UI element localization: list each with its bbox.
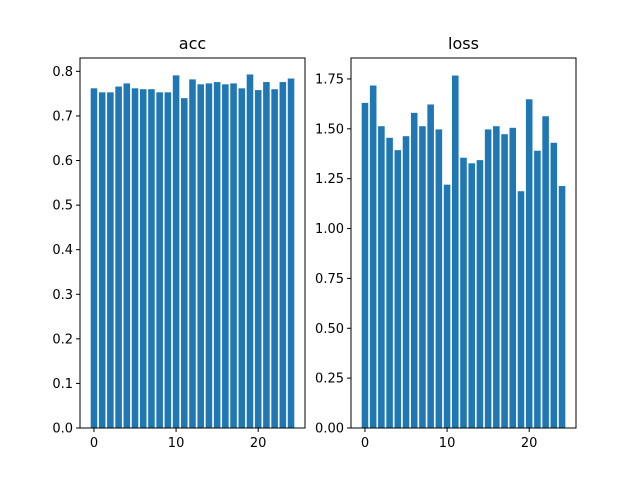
loss-x-tick-label-20: 20 [521, 436, 538, 451]
acc-bar-4 [123, 83, 131, 428]
loss-y-tick-label-2: 0.50 [315, 322, 344, 337]
acc-y-tick-label-2: 0.2 [52, 332, 73, 347]
loss-bar-6 [410, 112, 418, 429]
loss-y-tick-label-6: 1.50 [315, 122, 344, 137]
acc-bar-0 [90, 88, 98, 428]
acc-axes-frame [79, 57, 306, 429]
acc-bar-14 [205, 83, 213, 428]
acc-title: acc [179, 34, 206, 53]
acc-bar-11 [181, 98, 188, 428]
acc-y-tick-label-7: 0.7 [52, 109, 73, 124]
acc-x-tick-label-10: 10 [168, 436, 185, 451]
acc-bar-24 [287, 78, 295, 428]
acc-y-tick-label-4: 0.4 [52, 243, 73, 258]
acc-bar-9 [164, 92, 172, 428]
acc-bar-22 [271, 89, 278, 428]
loss-bar-5 [402, 136, 410, 429]
acc-y-tick-label-6: 0.6 [52, 154, 73, 169]
acc-bars [90, 74, 295, 429]
loss-bar-19 [517, 191, 525, 428]
acc-bar-21 [263, 82, 270, 428]
loss-bar-7 [419, 126, 426, 428]
loss-bar-22 [542, 116, 549, 428]
loss-bar-4 [394, 150, 402, 428]
loss-y-ticks: 0.00 0.25 0.50 0.75 1.00 1.25 1.50 1.75 [315, 72, 351, 437]
acc-y-tick-label-1: 0.1 [52, 377, 73, 392]
loss-bar-21 [534, 150, 541, 428]
acc-bar-3 [115, 86, 122, 428]
acc-x-tick-label-0: 0 [90, 436, 98, 451]
loss-bar-10 [443, 184, 451, 428]
loss-y-tick-label-1: 0.25 [315, 372, 344, 387]
loss-bar-20 [525, 99, 533, 429]
loss-y-tick-label-4: 1.00 [315, 222, 344, 237]
acc-y-tick-label-8: 0.8 [52, 65, 73, 80]
acc-y-tick-label-3: 0.3 [52, 288, 73, 303]
acc-x-tick-label-20: 20 [250, 436, 267, 451]
loss-bars [361, 75, 566, 429]
acc-bar-15 [213, 82, 221, 428]
loss-bar-8 [427, 104, 434, 428]
loss-bar-11 [452, 75, 459, 429]
loss-bar-17 [501, 134, 508, 428]
acc-bar-23 [279, 82, 287, 428]
acc-bar-16 [222, 84, 229, 428]
acc-bar-8 [156, 92, 163, 428]
loss-bar-14 [476, 160, 484, 428]
loss-bar-15 [484, 129, 492, 428]
loss-bar-12 [460, 157, 467, 428]
acc-bar-5 [131, 88, 139, 428]
loss-bar-0 [361, 102, 369, 428]
acc-bar-6 [139, 89, 147, 428]
loss-x-ticks: 0 10 20 [361, 428, 538, 451]
acc-bar-12 [189, 79, 196, 429]
loss-y-tick-label-7: 1.75 [315, 72, 344, 87]
loss-y-tick-label-5: 1.25 [315, 172, 344, 187]
acc-y-ticks: 0.0 0.1 0.2 0.3 0.4 0.5 0.6 0.7 0.8 [52, 65, 80, 437]
loss-bar-9 [435, 129, 443, 428]
loss-panel: loss 0 10 20 0.00 0.25 0.50 0.75 1.00 1.25 1.50 1… [315, 34, 577, 451]
loss-bar-1 [369, 85, 377, 428]
loss-y-tick-label-3: 0.75 [315, 272, 344, 287]
acc-panel: acc 0 10 20 0.0 0.1 0.2 0.3 0.4 0.5 0.6 0.7 0.8 [52, 34, 306, 451]
acc-bar-17 [230, 83, 237, 428]
acc-bar-7 [148, 89, 155, 428]
loss-bar-23 [550, 142, 558, 429]
acc-bar-2 [107, 92, 114, 428]
acc-bar-20 [254, 90, 262, 429]
loss-bar-3 [386, 137, 393, 428]
acc-bar-10 [172, 75, 180, 428]
acc-bar-19 [246, 74, 254, 429]
acc-y-tick-label-5: 0.5 [52, 199, 73, 214]
loss-bar-24 [558, 186, 566, 428]
loss-y-tick-label-0: 0.00 [315, 422, 344, 437]
acc-bar-18 [238, 88, 246, 428]
acc-bar-13 [197, 84, 204, 428]
acc-bar-1 [98, 92, 106, 428]
loss-x-tick-label-10: 10 [439, 436, 456, 451]
loss-bar-16 [493, 126, 500, 428]
loss-bar-18 [509, 127, 517, 429]
loss-x-tick-label-0: 0 [361, 436, 369, 451]
loss-axes-frame [350, 57, 577, 429]
acc-x-ticks: 0 10 20 [90, 428, 267, 451]
loss-bar-13 [468, 163, 475, 428]
loss-bar-2 [378, 126, 385, 428]
acc-y-tick-label-0: 0.0 [52, 422, 73, 437]
loss-title: loss [448, 34, 479, 53]
